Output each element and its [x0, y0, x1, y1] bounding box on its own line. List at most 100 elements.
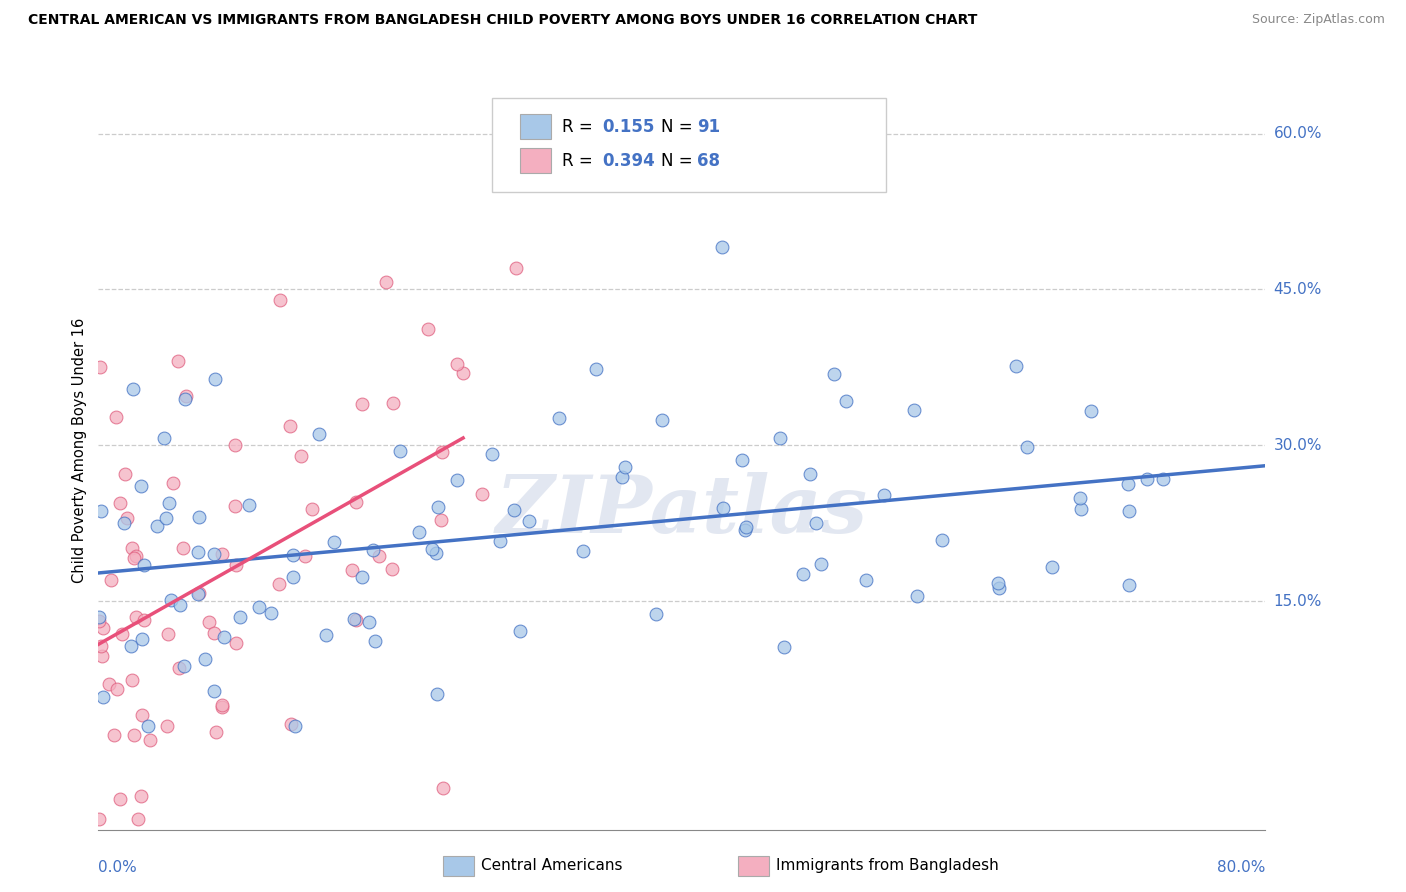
- Point: [122, 551, 145, 566]
- Point: [613, 460, 636, 475]
- Text: 80.0%: 80.0%: [1218, 860, 1265, 875]
- Point: [105, 681, 128, 696]
- Text: ZIPatlas: ZIPatlas: [496, 473, 868, 549]
- Point: [352, 397, 374, 411]
- Point: [344, 495, 367, 509]
- Point: [247, 599, 270, 614]
- Point: [823, 367, 845, 381]
- Point: [136, 719, 159, 733]
- Point: [114, 516, 136, 530]
- Point: [548, 411, 571, 425]
- Text: 0.155: 0.155: [602, 118, 654, 136]
- Point: [710, 239, 733, 253]
- Text: 60.0%: 60.0%: [1274, 126, 1322, 141]
- Text: N =: N =: [661, 118, 697, 136]
- Point: [174, 392, 197, 406]
- Point: [90, 639, 112, 653]
- Point: [211, 698, 233, 713]
- Point: [167, 353, 190, 368]
- Point: [121, 673, 143, 688]
- Point: [162, 475, 184, 490]
- Point: [224, 500, 246, 514]
- Point: [834, 393, 856, 408]
- Text: 45.0%: 45.0%: [1274, 282, 1322, 297]
- Text: Source: ZipAtlas.com: Source: ZipAtlas.com: [1251, 13, 1385, 27]
- Point: [446, 473, 468, 487]
- Y-axis label: Child Poverty Among Boys Under 16: Child Poverty Among Boys Under 16: [72, 318, 87, 583]
- Point: [350, 570, 373, 584]
- Point: [152, 431, 174, 445]
- Point: [173, 658, 195, 673]
- Point: [111, 626, 134, 640]
- Point: [505, 260, 527, 275]
- Point: [420, 541, 443, 556]
- Point: [89, 360, 111, 375]
- Point: [122, 728, 145, 742]
- Point: [792, 567, 814, 582]
- Point: [125, 610, 148, 624]
- Point: [229, 609, 252, 624]
- Point: [108, 496, 131, 510]
- Point: [259, 607, 281, 621]
- Text: R =: R =: [562, 118, 599, 136]
- Point: [224, 437, 246, 451]
- Point: [343, 612, 366, 626]
- Point: [931, 533, 953, 547]
- Point: [174, 389, 197, 403]
- Text: 91: 91: [697, 118, 720, 136]
- Point: [446, 357, 468, 371]
- Point: [104, 409, 127, 424]
- Point: [903, 402, 925, 417]
- Point: [1136, 472, 1159, 486]
- Point: [734, 520, 756, 534]
- Point: [205, 725, 228, 739]
- Point: [357, 615, 380, 629]
- Point: [108, 792, 131, 806]
- Point: [127, 812, 149, 826]
- Point: [90, 504, 112, 518]
- Point: [651, 413, 673, 427]
- Point: [374, 275, 396, 289]
- Point: [187, 587, 209, 601]
- Point: [381, 395, 404, 409]
- Point: [281, 548, 304, 562]
- Text: CENTRAL AMERICAN VS IMMIGRANTS FROM BANGLADESH CHILD POVERTY AMONG BOYS UNDER 16: CENTRAL AMERICAN VS IMMIGRANTS FROM BANG…: [28, 13, 977, 28]
- Point: [138, 732, 160, 747]
- Point: [103, 728, 125, 742]
- Point: [91, 649, 114, 664]
- Point: [301, 502, 323, 516]
- Point: [98, 677, 121, 691]
- Point: [804, 516, 827, 530]
- Point: [1015, 440, 1038, 454]
- Point: [734, 523, 756, 537]
- Point: [502, 503, 524, 517]
- Point: [211, 700, 233, 714]
- Point: [211, 547, 233, 561]
- Point: [120, 639, 142, 653]
- Point: [799, 467, 821, 481]
- Point: [481, 447, 503, 461]
- Point: [471, 486, 494, 500]
- Text: Central Americans: Central Americans: [481, 858, 623, 872]
- Point: [129, 789, 152, 804]
- Point: [1040, 559, 1063, 574]
- Point: [91, 621, 114, 635]
- Point: [315, 628, 337, 642]
- Point: [146, 518, 169, 533]
- Point: [368, 549, 391, 564]
- Point: [121, 541, 143, 556]
- Point: [509, 624, 531, 639]
- Point: [855, 573, 877, 587]
- Point: [489, 534, 512, 549]
- Point: [323, 535, 346, 549]
- Point: [986, 575, 1008, 590]
- Point: [156, 718, 179, 732]
- Point: [155, 510, 177, 524]
- Point: [238, 498, 260, 512]
- Point: [172, 541, 194, 556]
- Point: [388, 444, 411, 458]
- Point: [988, 582, 1011, 596]
- Point: [644, 607, 666, 622]
- Point: [308, 427, 330, 442]
- Point: [425, 546, 447, 560]
